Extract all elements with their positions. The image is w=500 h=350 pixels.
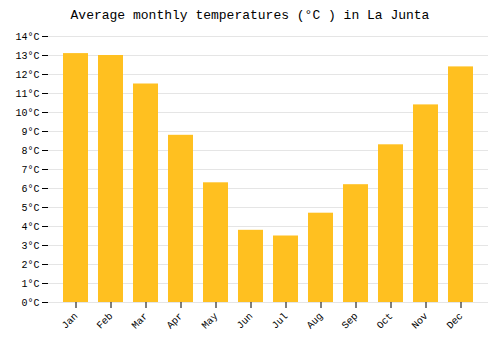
svg-text:Aug: Aug	[305, 311, 326, 332]
svg-text:6°C: 6°C	[21, 184, 39, 195]
svg-text:Jun: Jun	[235, 311, 256, 332]
svg-text:Oct: Oct	[375, 311, 396, 332]
svg-text:3°C: 3°C	[21, 241, 39, 252]
svg-text:14°C: 14°C	[15, 32, 39, 43]
svg-text:Apr: Apr	[165, 311, 186, 332]
svg-text:Mar: Mar	[130, 311, 151, 332]
svg-text:Feb: Feb	[95, 311, 116, 332]
svg-text:1°C: 1°C	[21, 279, 39, 290]
svg-text:13°C: 13°C	[15, 51, 39, 62]
svg-text:7°C: 7°C	[21, 165, 39, 176]
svg-text:2°C: 2°C	[21, 260, 39, 271]
svg-text:May: May	[200, 311, 221, 332]
svg-text:Jul: Jul	[270, 311, 291, 332]
svg-text:12°C: 12°C	[15, 70, 39, 81]
svg-text:Dec: Dec	[445, 311, 466, 332]
svg-text:5°C: 5°C	[21, 203, 39, 214]
svg-text:10°C: 10°C	[15, 108, 39, 119]
svg-text:0°C: 0°C	[21, 298, 39, 309]
svg-text:Sep: Sep	[340, 311, 361, 332]
svg-text:8°C: 8°C	[21, 146, 39, 157]
svg-text:4°C: 4°C	[21, 222, 39, 233]
svg-text:11°C: 11°C	[15, 89, 39, 100]
svg-text:Jan: Jan	[60, 311, 81, 332]
html-text:Average monthly temperatures (: Average monthly temperatures (°C ) in La…	[70, 8, 430, 23]
svg-text:9°C: 9°C	[21, 127, 39, 138]
svg-text:Nov: Nov	[410, 311, 431, 332]
